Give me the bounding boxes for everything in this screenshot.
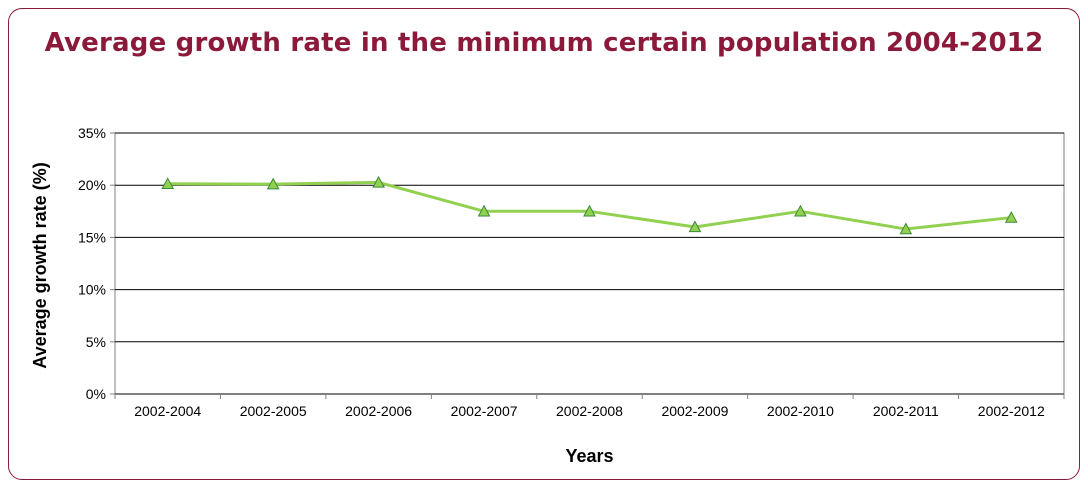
y-tick-label: 15% <box>78 229 106 245</box>
plot-area <box>114 132 1065 395</box>
y-axis: 0% 5% 10% 15% 20% 35% <box>78 125 115 402</box>
x-tick-label: 2002-2004 <box>134 403 201 419</box>
data-point-marker <box>1004 211 1018 223</box>
y-axis-title: Average growth rate (%) <box>30 162 50 368</box>
x-tick-label: 2002-2011 <box>873 403 939 419</box>
data-point-marker <box>161 177 175 189</box>
y-tick-label: 0% <box>86 386 106 402</box>
y-tick-label: 10% <box>78 282 106 298</box>
plot-area-border <box>114 132 1065 395</box>
x-tick-label: 2002-2005 <box>240 403 307 419</box>
data-point-marker <box>583 204 596 217</box>
y-tick-label: 20% <box>78 177 106 193</box>
data-point-marker <box>266 177 280 190</box>
x-tick-label: 2002-2009 <box>661 403 728 419</box>
x-tick-label: 2002-2010 <box>767 403 834 419</box>
y-tick-label: 5% <box>86 334 106 350</box>
data-markers <box>161 175 1018 235</box>
y-tick-label: 35% <box>78 125 106 141</box>
data-point-marker <box>372 175 385 188</box>
x-tick-label: 2002-2006 <box>345 403 412 419</box>
gridlines <box>115 132 1064 395</box>
data-point-marker <box>794 204 807 217</box>
x-axis-title: Years <box>565 446 613 466</box>
data-point-marker <box>688 220 702 233</box>
x-tick-label: 2002-2012 <box>978 403 1045 419</box>
data-point-marker <box>477 204 491 217</box>
x-tick-label: 2002-2008 <box>556 403 623 419</box>
x-tick-label: 2002-2007 <box>451 403 518 419</box>
data-point-marker <box>899 222 913 235</box>
x-axis: 2002-2004 2002-2005 2002-2006 2002-2007 2002… <box>114 394 1065 419</box>
chart-title: Average growth rate in the minimum certa… <box>44 28 1044 58</box>
